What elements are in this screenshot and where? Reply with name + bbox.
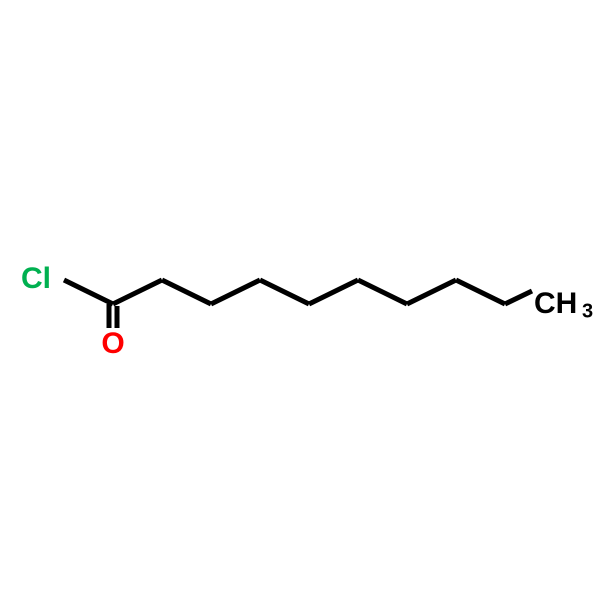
bond-10 bbox=[505, 291, 532, 304]
bond-3 bbox=[162, 280, 211, 304]
bond-1 bbox=[64, 280, 113, 304]
bond-5 bbox=[260, 280, 309, 304]
bond-4 bbox=[211, 280, 260, 304]
bond-8 bbox=[407, 280, 456, 304]
carbon-chain bbox=[64, 280, 532, 304]
bond-7 bbox=[358, 280, 407, 304]
atom-cl: Cl bbox=[21, 262, 51, 295]
atom-ch3-sub: 3 bbox=[582, 300, 593, 322]
bond-6 bbox=[309, 280, 358, 304]
atom-ch3: CH 3 bbox=[534, 287, 593, 322]
double-bond-co bbox=[109, 304, 117, 328]
atom-o: O bbox=[101, 327, 124, 360]
bond-9 bbox=[456, 280, 505, 304]
bond-2 bbox=[113, 280, 162, 304]
molecule-diagram: Cl O CH 3 bbox=[0, 0, 600, 600]
atom-ch3-ch: CH bbox=[534, 287, 577, 320]
